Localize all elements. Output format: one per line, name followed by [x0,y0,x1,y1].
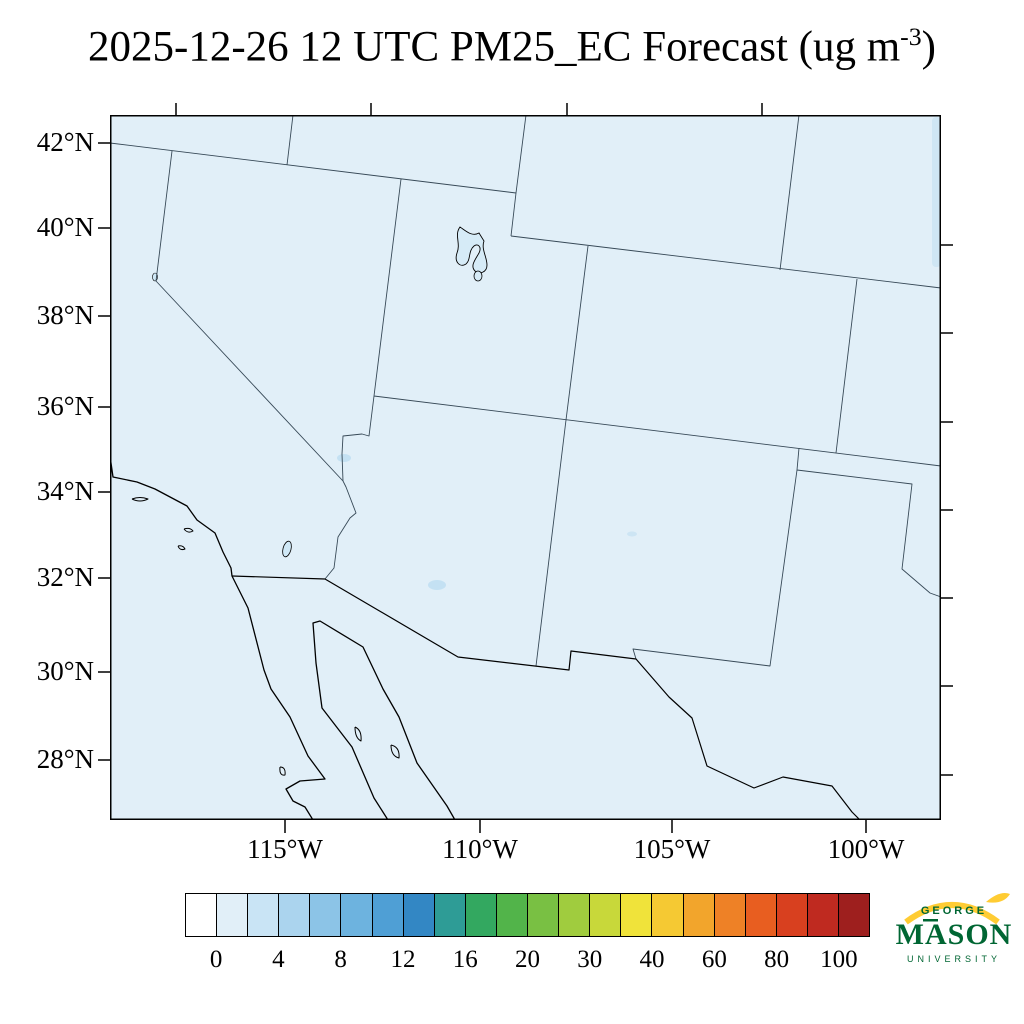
plot-title-superscript: -3 [900,22,922,51]
lat-tick-label: 34°N [36,476,94,506]
lon-tick-label: 105°W [633,834,711,864]
lat-tick-label: 30°N [36,656,94,686]
state-borders [110,115,941,667]
colorbar-cell [310,894,342,936]
colorbar-cell [590,894,622,936]
colorbar-cell [465,894,497,936]
lon-tick-label: 100°W [827,834,905,864]
colorbar-cell [838,894,870,936]
lat-tick-label: 38°N [36,300,94,330]
colorbar-cell [279,894,311,936]
colorbar-cell [807,894,839,936]
lat-tick-label: 36°N [36,391,94,421]
colorbar-cell [621,894,653,936]
colorbar-cell [403,894,435,936]
lat-tick-label: 32°N [36,562,94,592]
pm25-field-patches [337,117,941,590]
lon-tick-label: 110°W [442,834,518,864]
gmu-logo: GEORGE MASON UNIVERSITY [896,893,1013,964]
colorbar-tick-label: 20 [515,946,540,973]
gmu-logo-university: UNIVERSITY [907,954,1001,964]
colorbar-cell [341,894,373,936]
colorbar-tick-label: 4 [272,946,285,973]
gmu-logo-macron [923,919,938,922]
colorbar-tick-label: 80 [764,946,790,973]
gmu-logo-mason: MASON [896,918,1013,951]
colorbar-tick-label: 100 [820,946,858,973]
utah-lake [473,270,483,282]
colorbar-cell [714,894,746,936]
colorbar-cell [248,894,280,936]
map-frame [110,115,941,820]
colorbar-cell [496,894,529,936]
lat-tick-label: 40°N [36,212,94,242]
colorbar-tick-label: 8 [334,946,347,973]
colorbar-cell [434,894,466,936]
islands [131,497,400,776]
lat-tick-label: 42°N [36,127,94,157]
salton-sea [282,540,292,558]
colorbar-cell [683,894,715,936]
map-background [110,115,941,820]
colorbar-cell [217,894,249,936]
colorbar-cell [652,894,684,936]
colorbar-tick-label: 60 [701,946,727,973]
great-salt-lake [455,226,488,274]
colorbar-tick-label: 40 [639,946,665,973]
coastline [110,455,456,820]
gmu-logo-george: GEORGE [921,905,987,917]
lon-tick-label: 115°W [247,834,323,864]
colorbar-cell [776,894,808,936]
colorbar-cell [372,894,404,936]
colorbar-cell [559,894,591,936]
gmu-logo-arc [904,902,1000,925]
colorbar-cell [528,894,560,936]
colorbar [185,893,870,937]
mexico-border [231,575,861,820]
plot-title-text: 2025-12-26 12 UTC PM25_EC Forecast (ug m [88,23,901,71]
colorbar-tick-label: 30 [577,946,603,973]
colorbar-tick-label: 12 [390,946,416,973]
colorbar-tick-label: 16 [452,946,478,973]
gmu-logo-leaf [986,893,1010,903]
colorbar-cell [186,894,218,936]
colorbar-cell [745,894,777,936]
plot-title-suffix: ) [921,23,936,71]
colorbar-tick-label: 0 [209,946,223,973]
map-panel [110,115,941,820]
lat-tick-label: 28°N [36,744,94,774]
plot-title: 2025-12-26 12 UTC PM25_EC Forecast (ug m… [0,22,1024,71]
